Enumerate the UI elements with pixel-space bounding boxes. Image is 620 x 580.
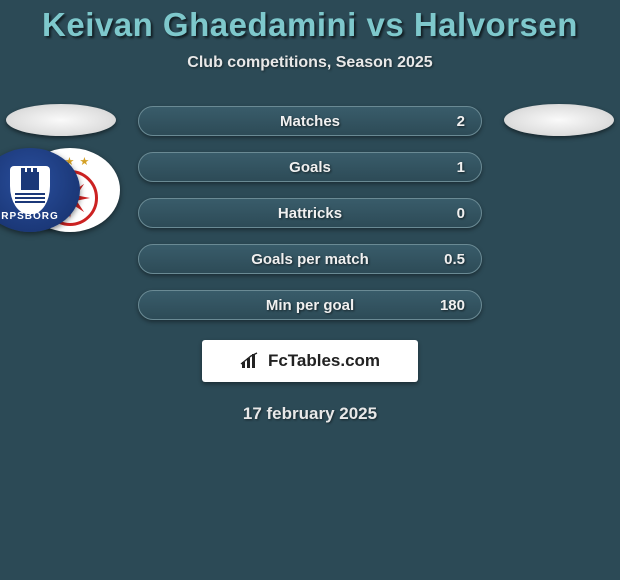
club-right-code: RPSBORG	[0, 211, 80, 222]
tower-icon	[21, 172, 39, 190]
stat-label: Goals	[289, 159, 331, 176]
footer-date: 17 february 2025	[0, 404, 620, 424]
waves-icon	[15, 193, 45, 203]
stats-area: ★ ★ ★ ЦСКА RPSBORG	[0, 106, 620, 326]
player-photo-placeholder-left	[6, 104, 116, 136]
stat-value: 0	[457, 205, 465, 222]
stat-label: Goals per match	[251, 251, 369, 268]
stat-row-goals: Goals 1	[138, 152, 482, 182]
stat-label: Matches	[280, 113, 340, 130]
bar-chart-icon	[240, 352, 262, 370]
player-photo-placeholder-right	[504, 104, 614, 136]
stat-row-min-per-goal: Min per goal 180	[138, 290, 482, 320]
stat-value: 1	[457, 159, 465, 176]
stat-label: Min per goal	[266, 297, 354, 314]
infographic-root: Keivan Ghaedamini vs Halvorsen Club comp…	[0, 0, 620, 424]
stat-label: Hattricks	[278, 205, 342, 222]
page-subtitle: Club competitions, Season 2025	[0, 54, 620, 72]
stat-value: 2	[457, 113, 465, 130]
stat-value: 0.5	[444, 251, 465, 268]
stat-row-goals-per-match: Goals per match 0.5	[138, 244, 482, 274]
page-title: Keivan Ghaedamini vs Halvorsen	[0, 6, 620, 44]
shield-icon	[10, 166, 50, 214]
brand-badge: FcTables.com	[202, 340, 418, 382]
stat-row-hattricks: Hattricks 0	[138, 198, 482, 228]
brand-text: FcTables.com	[268, 351, 380, 371]
stat-row-matches: Matches 2	[138, 106, 482, 136]
stat-value: 180	[440, 297, 465, 314]
